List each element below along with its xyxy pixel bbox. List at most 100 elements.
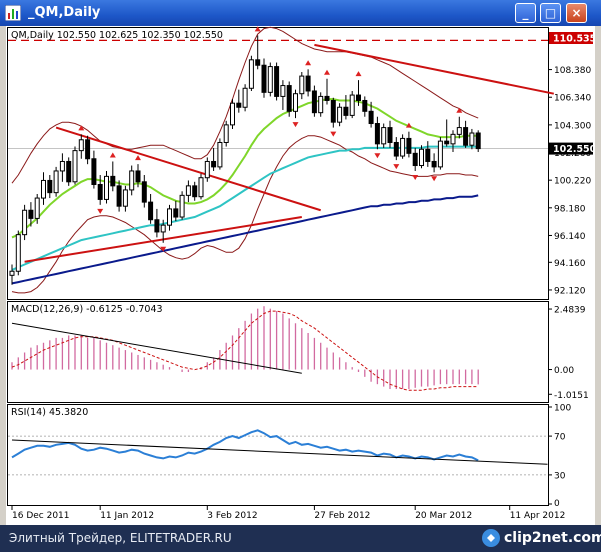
chart-canvas[interactable]: 108.380106.340104.300102.260100.22098.18… [6,26,597,525]
current-price-label-bg [549,142,593,155]
candle-body [59,160,65,172]
price-pane [8,26,554,294]
fractal-up-marker [254,26,261,32]
candle-body [198,177,204,198]
candle-body [299,75,305,95]
macd-pane [11,306,479,391]
fractal-down-marker [292,122,299,128]
candle-body [104,175,109,200]
candle-body [217,141,223,168]
x-tick-label: 20 Mar 2012 [415,511,472,521]
fractal-up-marker [78,125,85,131]
price-y-tick-label: 104.300 [554,121,591,131]
candle-body [141,181,147,203]
fractal-up-marker [324,69,330,75]
rsi-pane-title: RSI(14) 45.3820 [11,407,88,418]
candle-body [280,85,286,97]
price-y-tick-label: 92.120 [554,286,586,296]
x-tick-label: 3 Feb 2012 [207,511,257,521]
candle-body [419,148,424,167]
candle-body [425,148,431,162]
price-y-tick-label: 94.160 [554,259,586,269]
price-pane-title: QM,Daily 102.550 102.625 102.350 102.550 [11,30,223,41]
fractal-down-marker [160,246,167,252]
candle-body [66,160,72,183]
fractal-up-marker [109,152,116,158]
ma-slow-line [11,194,479,285]
candle-body [97,184,103,200]
macd-y-tick-label: 0.00 [554,366,574,376]
fractal-up-marker [355,71,362,77]
candle-body [160,224,166,233]
candle-body [469,132,475,146]
fractal-down-marker [374,153,381,159]
candle-body [456,127,462,135]
fractal-up-marker [135,155,141,161]
candle-body [412,152,418,167]
candle-body [381,127,387,145]
candle-body [368,110,374,125]
candle-body [53,170,59,194]
candle-body [431,160,437,168]
candle-body [135,170,141,183]
fractal-down-marker [97,208,104,214]
minimize-button[interactable]: _ [515,3,536,23]
candle-body [387,127,393,143]
candle-body [406,137,412,154]
candle-body [330,99,336,123]
bollinger-lower-band [11,135,479,294]
window-title: _QM,Daily [28,5,101,20]
chart-area[interactable]: 108.380106.340104.300102.260100.22098.18… [6,26,597,525]
axes: 108.380106.340104.300102.260100.22098.18… [11,66,591,521]
candle-body [116,185,122,207]
rsi-line [11,429,479,462]
candle-body [274,66,280,97]
candle-body [78,139,84,152]
rsi-trendline [11,439,548,465]
candle-body [305,75,311,92]
candle-body [211,160,217,168]
macd-trendline [11,322,302,374]
candle-body [400,137,406,157]
title-bar[interactable]: _QM,Daily _ □ × [0,0,601,26]
rsi-y-tick-label: 30 [554,471,566,481]
rsi-y-tick-label: 100 [554,404,571,414]
candle-body [374,123,380,145]
chart-app-icon [5,5,21,21]
candle-body [15,234,21,272]
candle-body [463,127,469,146]
candle-body [318,95,324,114]
current-price-label: 102.550 [553,144,595,155]
candle-body [362,99,368,112]
footer-caption: Элитный Трейдер, ELITETRADER.RU [9,531,232,545]
candle-body [230,102,235,126]
close-button[interactable]: × [566,3,587,23]
candle-body [343,106,349,116]
candle-body [22,209,28,236]
fractal-down-marker [412,174,419,180]
clip2net-brand[interactable]: clip2net.com [478,527,601,550]
candle-body [311,90,317,114]
macd-y-tick-label: -1.0151 [554,391,589,401]
candle-body [475,132,481,150]
candle-body [129,170,135,191]
rsi-y-tick-label: 70 [554,433,566,443]
fractal-down-marker [431,176,438,182]
candle-body [148,201,154,221]
rsi-pane [8,429,548,476]
rsi-pane-frame [7,404,549,506]
candle-body [41,179,46,199]
candle-body [444,140,450,145]
candle-body [248,59,254,89]
candle-body [324,95,330,101]
candle-body [47,179,53,194]
candle-body [167,208,172,226]
fractal-up-marker [405,122,412,128]
candle-body [261,64,267,93]
price-y-tick-label: 100.220 [554,177,591,187]
candle-body [28,209,34,219]
candle-body [242,87,248,108]
maximize-button[interactable]: □ [540,3,561,23]
x-tick-label: 16 Dec 2011 [12,511,70,521]
